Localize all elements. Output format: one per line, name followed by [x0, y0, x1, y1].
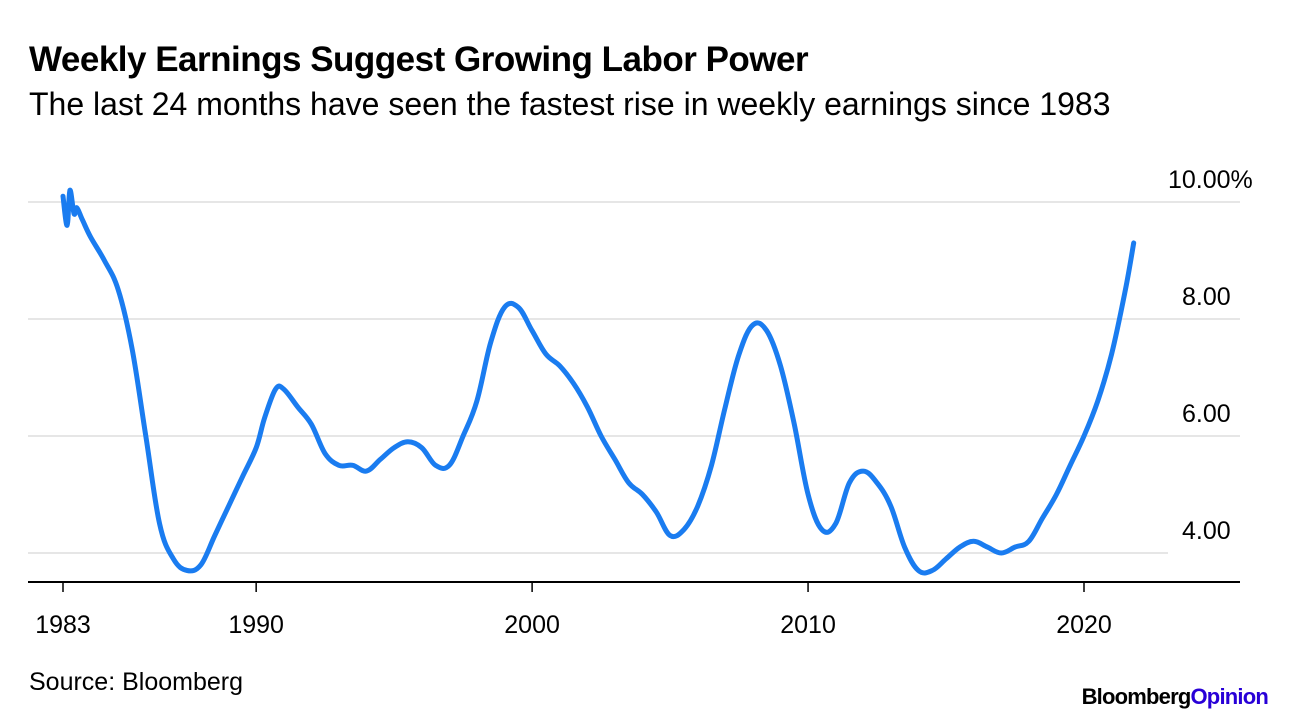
brand-opinion: Opinion	[1190, 684, 1269, 709]
gridlines	[28, 201, 1240, 554]
y-tick-label-6: 6.00	[1182, 400, 1231, 428]
x-tick-label-2000: 2000	[504, 611, 560, 639]
y-axis-tick-labels: 4.00 6.00 8.00 10.00%	[1168, 166, 1253, 545]
bloomberg-opinion-logo: BloombergOpinion	[1081, 684, 1269, 710]
x-tick-label-2010: 2010	[780, 611, 836, 639]
x-tick-label-1990: 1990	[228, 611, 284, 639]
series-line-0	[60, 187, 1137, 576]
y-tick-label-4: 4.00	[1182, 517, 1231, 545]
x-tick-label-1983: 1983	[35, 611, 91, 639]
series-layer	[60, 187, 1137, 576]
source-note: Source: Bloomberg	[29, 668, 244, 696]
x-axis-tick-labels: 1983 1990 2000 2010 2020	[35, 611, 1112, 639]
y-tick-label-8: 8.00	[1182, 283, 1231, 311]
x-axis	[28, 581, 1240, 592]
y-tick-label-10: 10.00%	[1168, 166, 1253, 194]
chart-title: Weekly Earnings Suggest Growing Labor Po…	[29, 40, 809, 79]
brand-bloomberg: Bloomberg	[1081, 684, 1192, 709]
x-tick-label-2020: 2020	[1056, 611, 1112, 639]
chart-subtitle: The last 24 months have seen the fastest…	[29, 86, 1111, 122]
